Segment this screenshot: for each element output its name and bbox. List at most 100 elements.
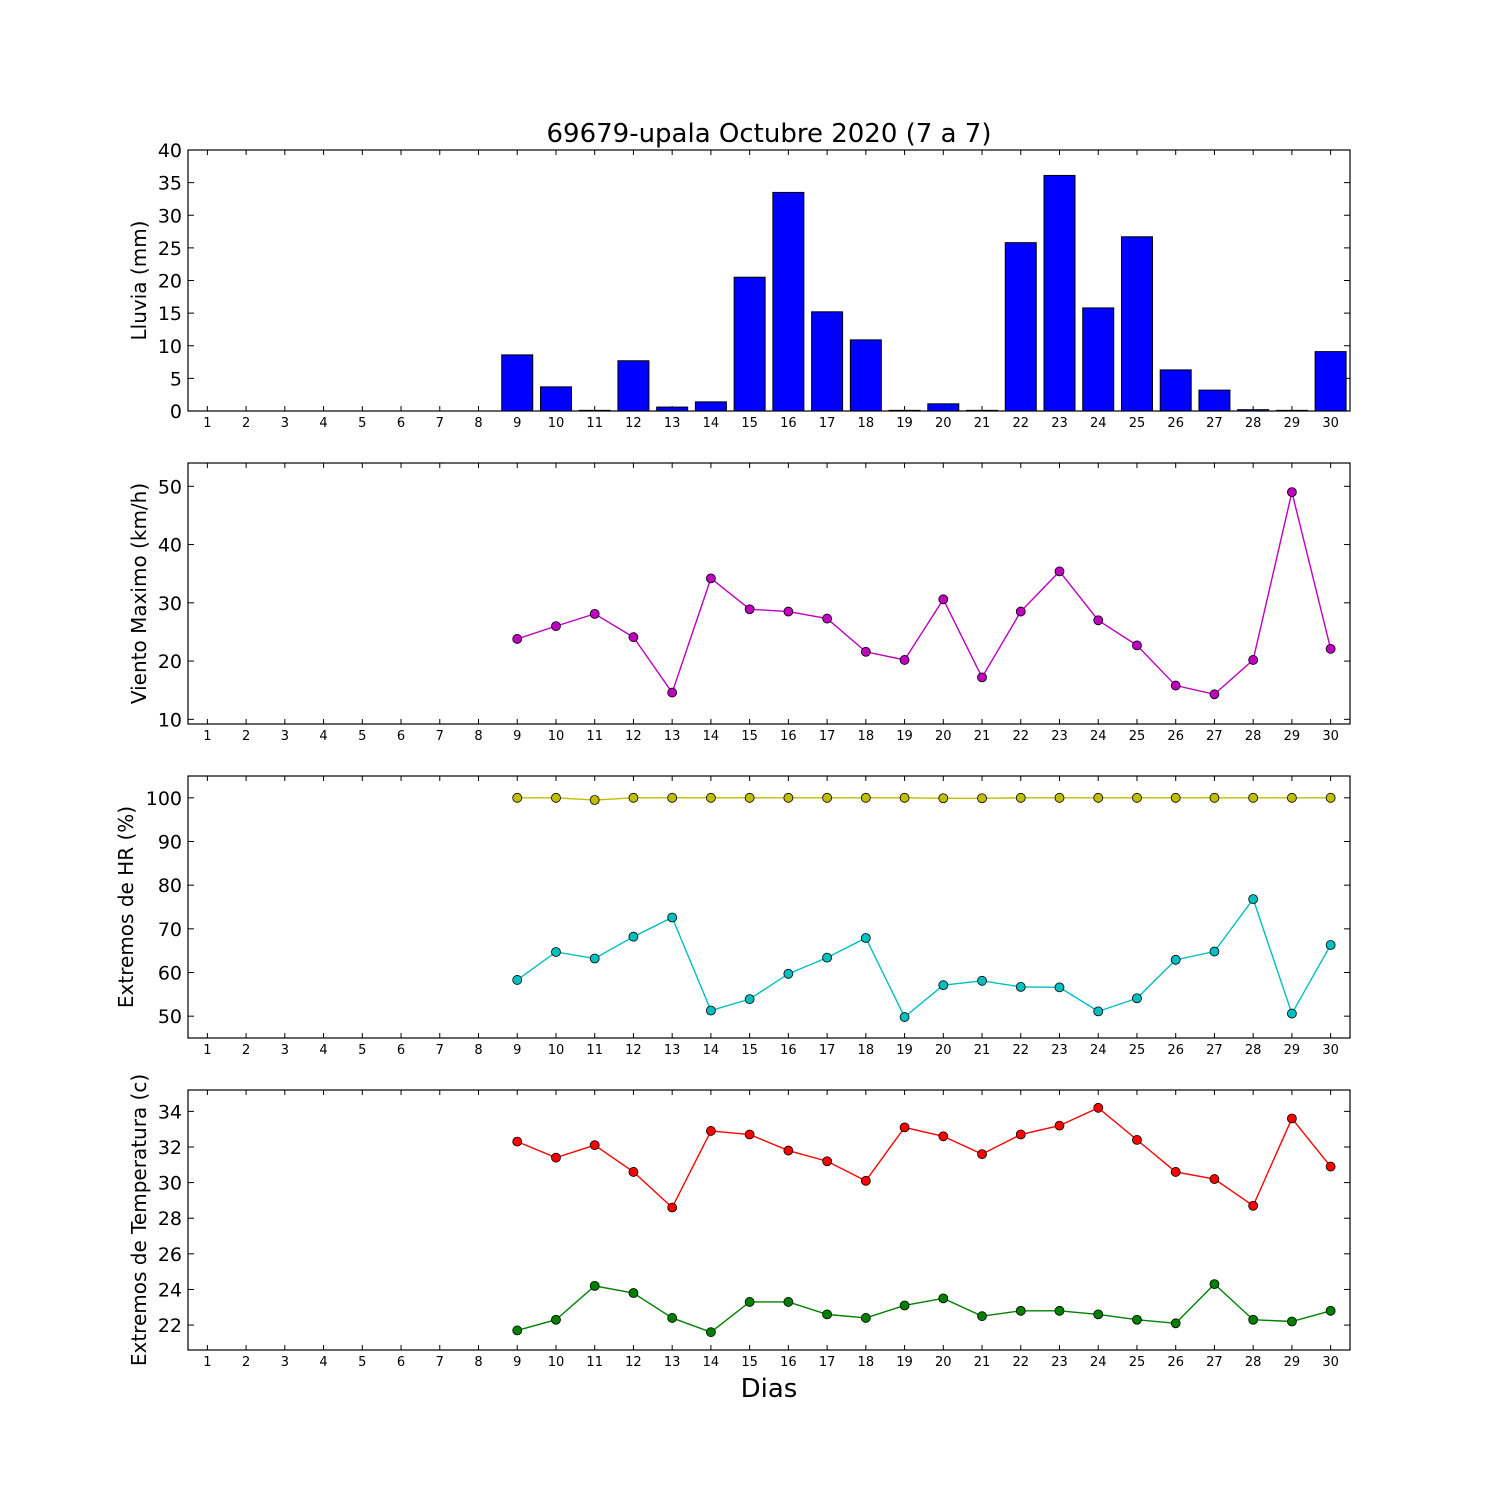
x-tick-label: 5 (358, 416, 366, 431)
x-tick-label: 19 (896, 1355, 913, 1370)
x-tick-label: 5 (358, 1355, 366, 1370)
series-2-point-day-24 (1093, 1309, 1104, 1320)
x-tick-label: 3 (281, 1355, 289, 1370)
series-1-point-day-27 (1209, 689, 1220, 700)
x-tick-label: 1 (203, 1355, 211, 1370)
x-tick-label: 15 (741, 1355, 758, 1370)
x-axis-label: Dias (741, 1374, 798, 1404)
x-tick-label: 19 (896, 1043, 913, 1058)
series-2-point-day-26 (1170, 954, 1181, 965)
series-2-point-day-17 (822, 1309, 832, 1320)
bar-day-21 (966, 409, 999, 412)
series-1-point-day-19 (899, 655, 910, 665)
series-2-point-day-10 (551, 947, 561, 957)
series-2-point-day-30 (1325, 1305, 1336, 1316)
bar-day-9 (501, 354, 534, 412)
y-tick-label: 40 (158, 535, 182, 557)
series-1-point-day-11 (589, 795, 600, 805)
x-tick-label: 25 (1129, 1043, 1146, 1058)
series-2-point-day-16 (783, 968, 794, 979)
y-tick-label: 40 (158, 140, 182, 162)
x-tick-label: 16 (780, 1043, 797, 1058)
series-1-point-day-13 (667, 687, 678, 698)
x-tick-label: 26 (1167, 729, 1184, 744)
series-1-point-day-15 (744, 792, 755, 803)
x-tick-label: 24 (1090, 729, 1107, 744)
series-2-point-day-20 (938, 980, 949, 991)
series-2-point-day-21 (977, 1311, 987, 1322)
series-2-point-day-19 (899, 1012, 910, 1022)
x-tick-label: 13 (664, 1043, 681, 1058)
series-2-point-day-20 (938, 1293, 949, 1304)
x-tick-label: 12 (625, 1043, 642, 1058)
series-2-point-day-25 (1132, 993, 1142, 1004)
series-1-point-day-11 (589, 1140, 600, 1151)
x-tick-label: 11 (586, 1043, 603, 1058)
series-2-point-day-9 (512, 1325, 523, 1336)
bar-day-16 (772, 191, 805, 412)
series-1-point-day-15 (744, 604, 755, 615)
series-1-point-day-25 (1132, 640, 1142, 651)
x-tick-label: 7 (436, 1043, 444, 1058)
series-1-point-day-10 (551, 621, 561, 632)
x-tick-label: 26 (1167, 416, 1184, 431)
y-tick-label: 25 (158, 238, 182, 260)
bar-day-15 (733, 276, 766, 412)
y-tick-label: 22 (158, 1315, 182, 1337)
x-tick-label: 24 (1090, 416, 1107, 431)
x-tick-label: 22 (1012, 416, 1029, 431)
series-1-point-day-17 (822, 613, 832, 624)
x-tick-label: 17 (819, 1355, 836, 1370)
series-1-point-day-29 (1287, 1113, 1297, 1124)
x-tick-label: 23 (1051, 416, 1068, 431)
series-2-point-day-28 (1248, 894, 1259, 905)
bar-day-14 (694, 401, 727, 412)
bar-day-10 (539, 386, 572, 412)
series-1-point-day-21 (977, 793, 987, 804)
series-1-point-day-17 (822, 1156, 832, 1167)
bar-day-12 (617, 360, 650, 412)
series-1-point-day-9 (512, 634, 523, 644)
x-tick-label: 6 (397, 416, 405, 431)
series-1-line (517, 491, 1332, 696)
x-tick-label: 24 (1090, 1355, 1107, 1370)
x-tick-label: 26 (1167, 1355, 1184, 1370)
y-tick-label: 24 (158, 1279, 182, 1301)
series-1-point-day-13 (667, 1202, 678, 1213)
series-1-point-day-20 (938, 594, 949, 605)
y-tick-label: 60 (158, 963, 182, 985)
x-tick-label: 28 (1245, 1355, 1262, 1370)
series-1-point-day-23 (1054, 1120, 1065, 1131)
x-tick-label: 17 (819, 1043, 836, 1058)
x-tick-label: 8 (474, 1043, 482, 1058)
series-2-point-day-26 (1170, 1318, 1181, 1329)
series-2-point-day-22 (1015, 982, 1026, 992)
bar-day-11 (578, 409, 611, 412)
x-tick-label: 16 (780, 1355, 797, 1370)
x-tick-label: 13 (664, 729, 681, 744)
x-tick-label: 21 (974, 1043, 991, 1058)
x-tick-label: 5 (358, 729, 366, 744)
y-tick-label: 20 (158, 651, 182, 673)
series-1-point-day-26 (1170, 680, 1181, 691)
series-1-point-day-25 (1132, 792, 1142, 803)
x-tick-label: 23 (1051, 1355, 1068, 1370)
series-2-point-day-25 (1132, 1314, 1142, 1325)
x-tick-label: 30 (1322, 1043, 1339, 1058)
series-1-point-day-16 (783, 792, 794, 803)
bar-day-23 (1043, 174, 1076, 412)
series-2-point-day-12 (628, 1288, 639, 1298)
bar-day-25 (1120, 236, 1153, 412)
x-tick-label: 18 (858, 416, 875, 431)
y-tick-label: 34 (158, 1101, 182, 1123)
x-tick-label: 22 (1012, 1043, 1029, 1058)
series-1-point-day-22 (1015, 606, 1026, 617)
y-tick-label: 90 (158, 832, 182, 854)
series-1-point-day-30 (1325, 1161, 1336, 1172)
y-tick-label: 50 (158, 1006, 182, 1028)
series-2-point-day-10 (551, 1314, 561, 1325)
